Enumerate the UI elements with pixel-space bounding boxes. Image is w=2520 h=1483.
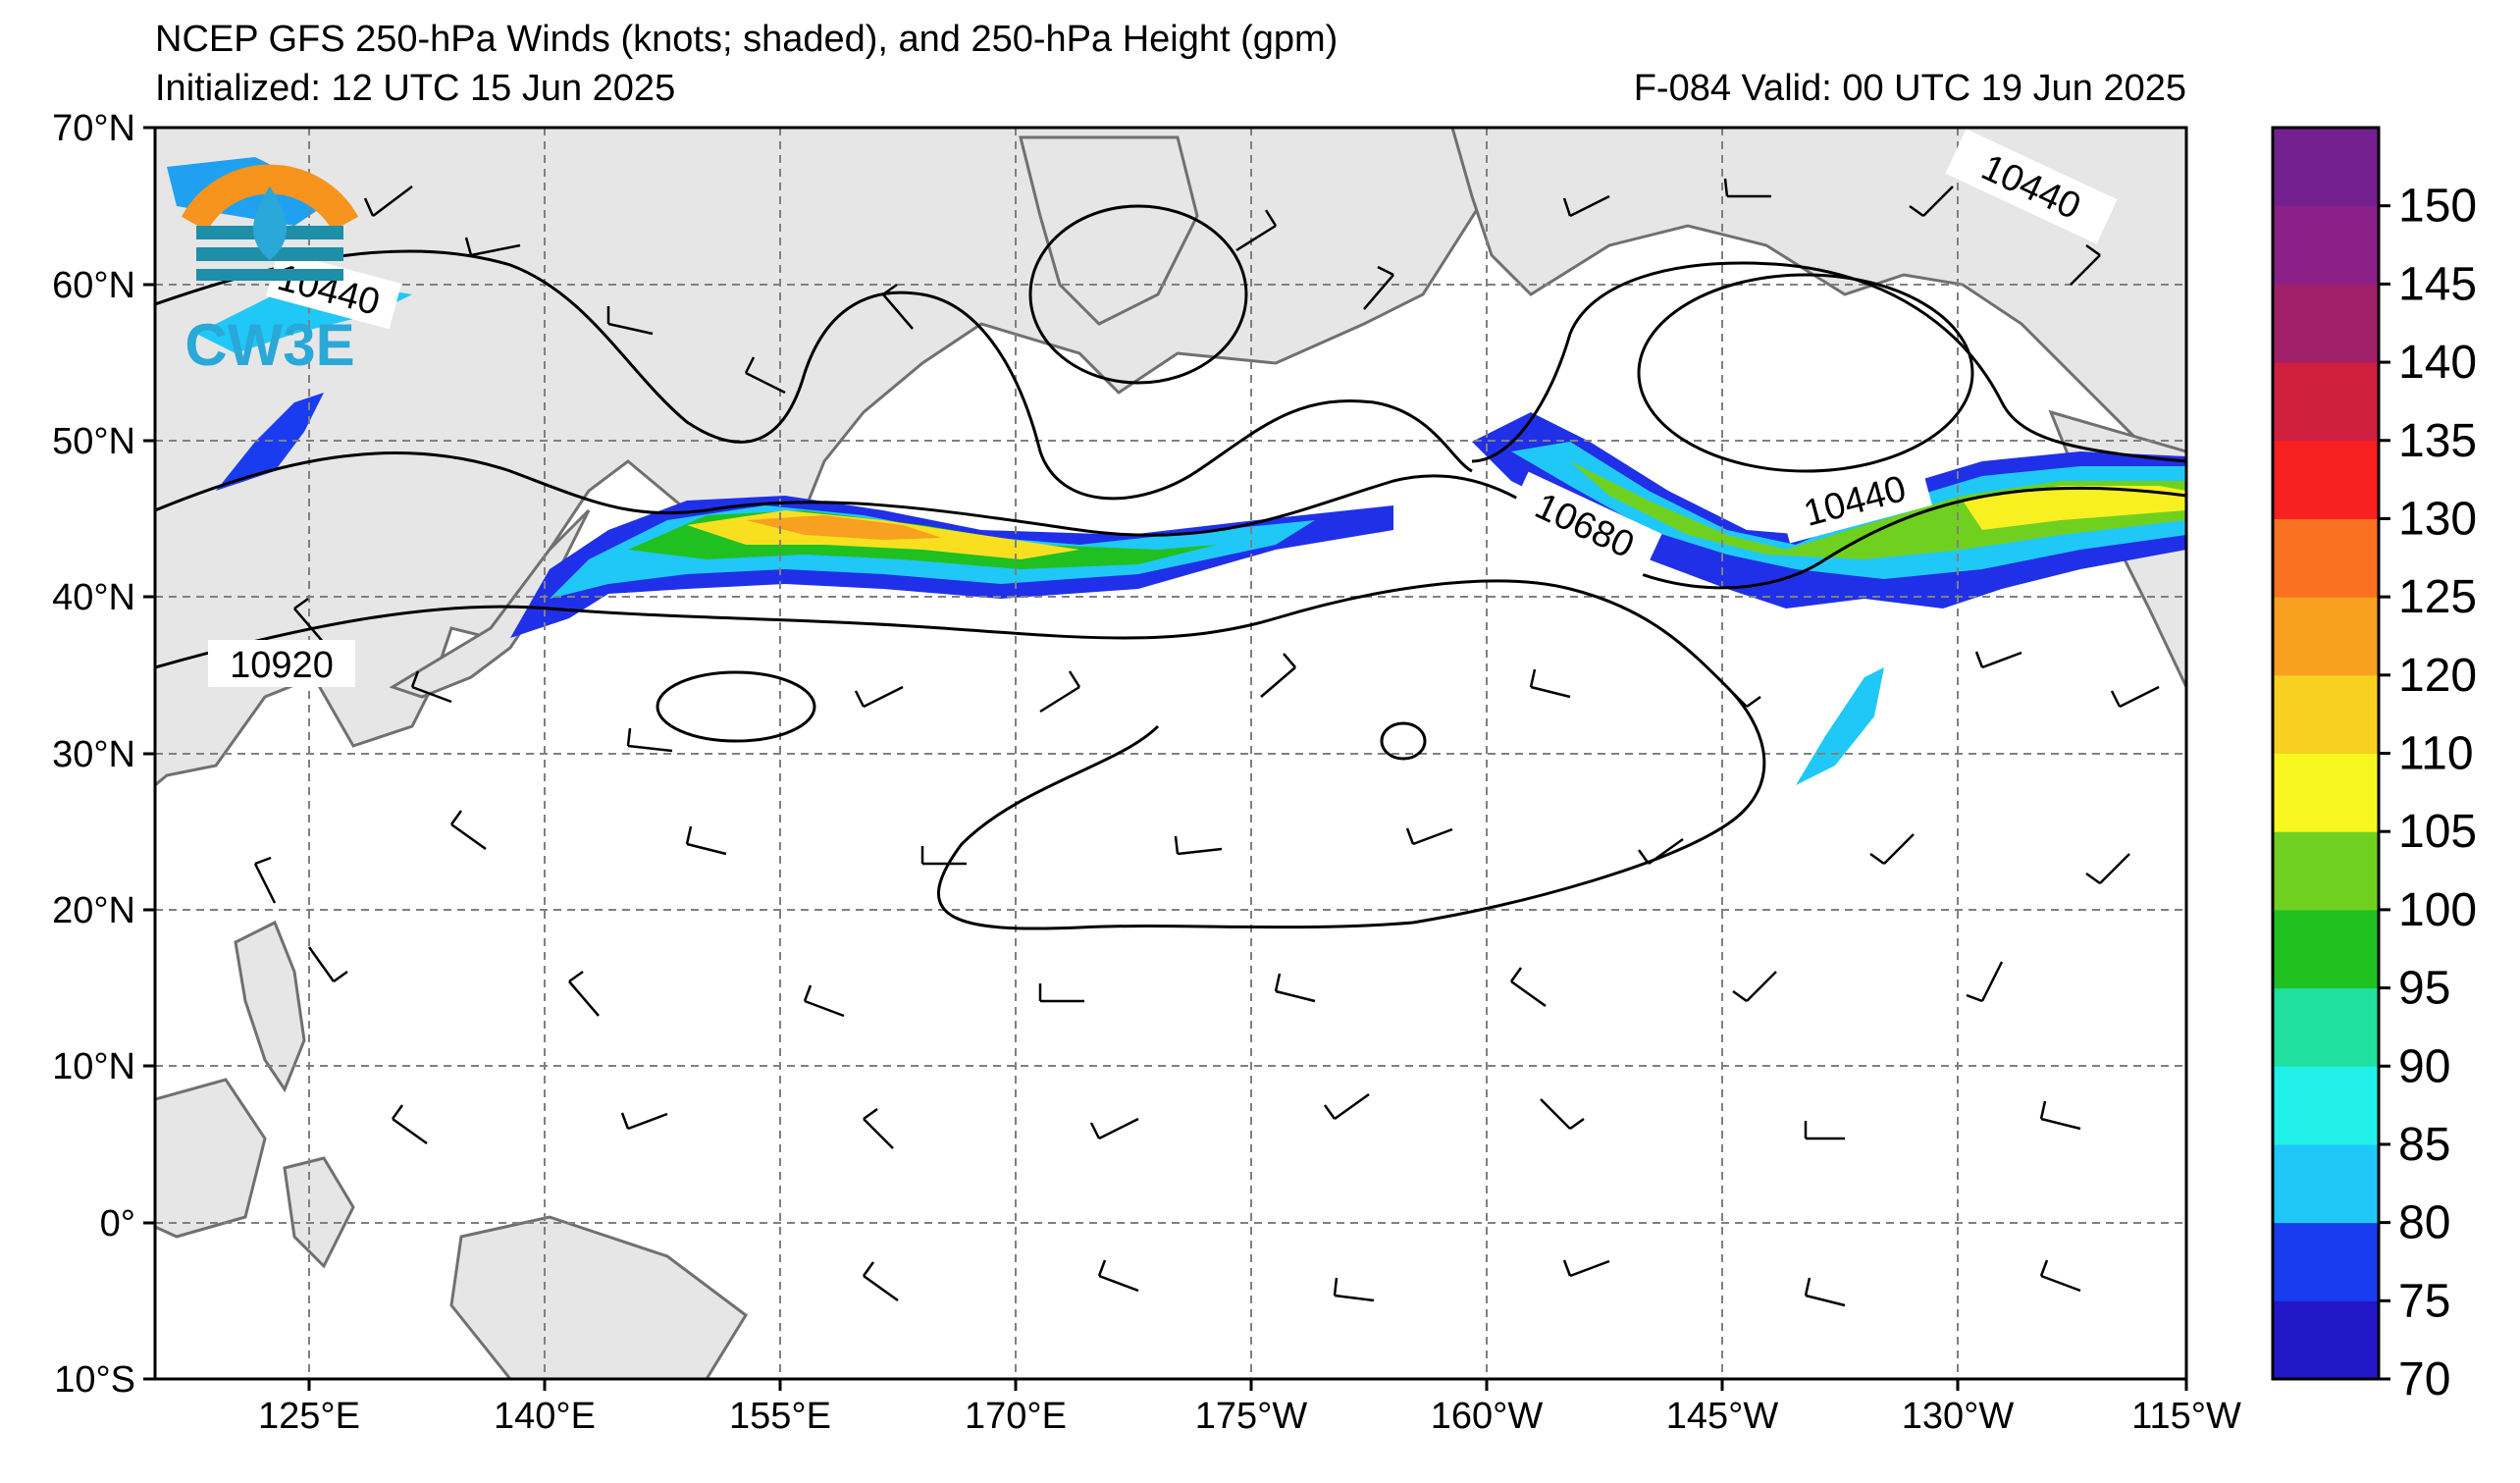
colorbar-tick-label: 85 — [2398, 1119, 2450, 1171]
lon-label: 130°W — [1902, 1396, 2015, 1437]
graticule — [155, 128, 2186, 1379]
colorbar-swatch — [2273, 362, 2379, 442]
lat-label: 10°N — [52, 1046, 135, 1087]
colorbar-tick-label: 150 — [2398, 181, 2477, 233]
colorbar-tick-label: 145 — [2398, 258, 2477, 310]
japan-land — [389, 508, 591, 699]
contour-small-high — [1380, 721, 1427, 761]
colorbar-tick-label: 80 — [2398, 1197, 2450, 1249]
colorbar-tick-label: 130 — [2398, 493, 2477, 545]
lat-label: 40°N — [52, 577, 135, 618]
colorbar-swatch — [2273, 909, 2379, 989]
colorbar-swatch — [2273, 831, 2379, 911]
colorbar-swatch — [2273, 1066, 2379, 1145]
colorbar-swatch — [2273, 674, 2379, 754]
colorbar-swatch — [2273, 1222, 2379, 1301]
lon-label: 175°W — [1195, 1396, 1308, 1437]
wind-shading — [167, 157, 2186, 785]
lon-label: 155°E — [729, 1396, 831, 1437]
init-time: Initialized: 12 UTC 15 Jun 2025 — [155, 68, 676, 109]
contour-10920 — [155, 579, 1766, 930]
colorbar-tick-label: 100 — [2398, 884, 2477, 936]
colorbar-tick-label: 70 — [2398, 1353, 2450, 1405]
small-jet-subtropical — [1796, 667, 1884, 785]
colorbar-swatch — [2273, 1300, 2379, 1380]
colorbar-tick-label: 95 — [2398, 963, 2450, 1015]
colorbar-tick-label: 140 — [2398, 337, 2477, 389]
colorbar-tick-label: 105 — [2398, 806, 2477, 858]
lat-label: 10°S — [54, 1359, 135, 1401]
jet-orange-west — [746, 515, 942, 540]
longitude-labels: 125°E 140°E 155°E 170°E 175°W 160°W 145°… — [258, 1396, 2241, 1437]
colorbar-tick-label: 110 — [2398, 728, 2474, 780]
lat-label: 20°N — [52, 890, 135, 931]
wind-barbs — [253, 178, 2160, 1307]
lon-label: 115°W — [2131, 1396, 2241, 1437]
contour-10680 — [155, 451, 2186, 590]
logo-text: CW3E — [184, 312, 354, 378]
lon-label: 145°W — [1666, 1396, 1779, 1437]
lon-label: 160°W — [1431, 1396, 1544, 1437]
map-title: NCEP GFS 250-hPa Winds (knots; shaded), … — [155, 19, 1339, 60]
cw3e-logo: CW3E — [181, 164, 359, 378]
map-content: 10440 10440 10680 10440 10920 — [155, 128, 2186, 1379]
colorbar-swatch — [2273, 440, 2379, 519]
colorbar-swatch — [2273, 284, 2379, 363]
colorbar-swatch — [2273, 753, 2379, 832]
colorbar-tick-label: 135 — [2398, 415, 2477, 467]
contour-label-10920: 10920 — [230, 645, 334, 686]
logo-drop-icon — [253, 186, 287, 260]
colorbar-tick-label: 120 — [2398, 650, 2477, 702]
colorbar-swatch — [2273, 518, 2379, 598]
contour-subtropical-high — [656, 670, 816, 743]
axis-ticks — [143, 126, 2188, 1391]
contour-bering-low — [1028, 204, 1248, 385]
jet-mid-east — [1511, 442, 2186, 579]
jet-green-east — [1570, 461, 2186, 559]
colorbar-swatch — [2273, 128, 2379, 207]
sulawesi-land — [283, 1156, 355, 1269]
colorbar-tick-label: 75 — [2398, 1275, 2450, 1327]
lon-label: 170°E — [965, 1396, 1067, 1437]
jet-yellow-east — [1963, 486, 2186, 530]
lat-label: 0° — [100, 1203, 135, 1245]
contour-10440-west — [155, 249, 1473, 501]
colorbar-tick-label: 90 — [2398, 1040, 2450, 1092]
lon-label: 125°E — [258, 1396, 360, 1437]
kamchatka-land — [1019, 135, 1199, 326]
colorbar-swatch — [2273, 597, 2379, 676]
borneo-land — [155, 1078, 267, 1239]
logo-sun-arc — [181, 164, 359, 232]
colorbar-swatch — [2273, 1143, 2379, 1224]
lon-label: 140°E — [494, 1396, 596, 1437]
latitude-labels: 70°N 60°N 50°N 40°N 30°N 20°N 10°N 0° 10… — [52, 108, 135, 1401]
lat-label: 60°N — [52, 265, 135, 306]
lat-label: 50°N — [52, 421, 135, 462]
height-contours — [155, 204, 2186, 930]
contour-alaska-low — [1637, 273, 1974, 473]
colorbar: 150 145 140 135 130 125 120 110 105 100 95 90 85 80 75… — [2271, 126, 2477, 1405]
lat-label: 30°N — [52, 734, 135, 775]
colorbar-swatch — [2273, 987, 2379, 1067]
lat-label: 70°N — [52, 108, 135, 149]
colorbar-tick-label: 125 — [2398, 571, 2477, 623]
contour-10440-east — [1471, 261, 2186, 463]
colorbar-swatch — [2273, 205, 2379, 285]
valid-time: F-084 Valid: 00 UTC 19 Jun 2025 — [1633, 68, 2186, 109]
